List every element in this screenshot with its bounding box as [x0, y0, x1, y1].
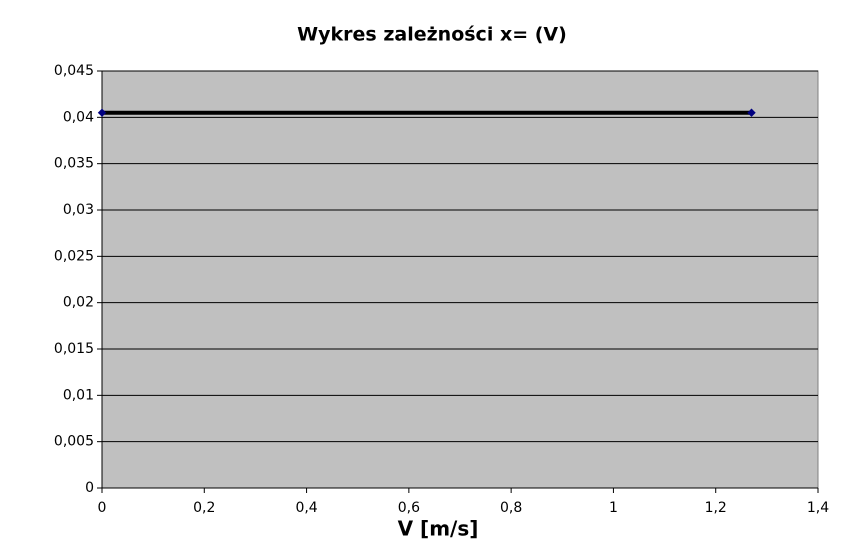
x-tick-label: 0,6 — [398, 500, 420, 516]
chart-title: Wykres zależności x= (V) — [297, 24, 567, 46]
data-point — [97, 108, 107, 117]
y-tick-label: 0,025 — [54, 248, 94, 264]
data-point — [747, 108, 756, 117]
y-tick-label: 0,02 — [63, 295, 94, 311]
y-tick-label: 0,005 — [54, 434, 94, 450]
y-tick-label: 0,045 — [54, 63, 94, 79]
x-tick-label: 0 — [98, 500, 107, 516]
y-tick-label: 0 — [85, 480, 94, 496]
x-tick-label: 1,4 — [807, 500, 829, 516]
x-tick-label: 1 — [609, 500, 618, 516]
y-tick-label: 0,035 — [54, 156, 94, 172]
y-tick-label: 0,015 — [54, 341, 94, 357]
y-tick-label: 0,03 — [63, 202, 94, 218]
x-tick-label: 0,8 — [500, 500, 522, 516]
x-tick-label: 0,4 — [295, 500, 317, 516]
y-tick-label: 0,01 — [63, 387, 94, 403]
x-tick-label: 1,2 — [705, 500, 727, 516]
x-tick-label: 0,2 — [193, 500, 215, 516]
y-tick-label: 0,04 — [63, 109, 94, 125]
plot-area — [101, 70, 819, 489]
x-axis-label: V [m/s] — [398, 517, 479, 541]
